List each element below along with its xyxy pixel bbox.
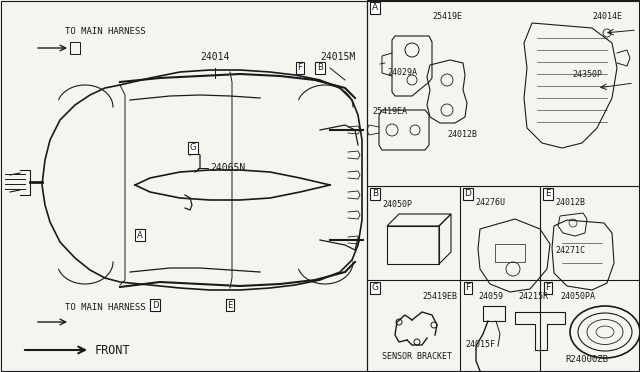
Text: B: B <box>372 189 378 199</box>
Text: SENSOR BRACKET: SENSOR BRACKET <box>382 352 452 361</box>
Text: B: B <box>317 64 323 73</box>
Text: 24350P: 24350P <box>572 70 602 79</box>
Text: 25419EB: 25419EB <box>422 292 457 301</box>
Bar <box>70 42 80 54</box>
Text: A: A <box>372 3 378 13</box>
Text: 24012B: 24012B <box>555 198 585 207</box>
Bar <box>387 226 439 264</box>
Text: D: D <box>465 189 472 199</box>
Text: 24059: 24059 <box>478 292 503 301</box>
Text: F: F <box>465 283 470 292</box>
Text: 24065N: 24065N <box>210 163 245 173</box>
Text: 24012B: 24012B <box>447 130 477 139</box>
Text: 24215R: 24215R <box>518 292 548 301</box>
Text: 25419E: 25419E <box>432 12 462 21</box>
Text: TO MAIN HARNESS: TO MAIN HARNESS <box>65 28 146 36</box>
Text: F: F <box>298 64 303 73</box>
Bar <box>483 306 505 321</box>
Text: TO MAIN HARNESS: TO MAIN HARNESS <box>65 304 146 312</box>
Bar <box>495 244 525 262</box>
Text: A: A <box>137 231 143 240</box>
Text: 24050PA: 24050PA <box>560 292 595 301</box>
Text: 24271C: 24271C <box>555 246 585 255</box>
Text: 24015M: 24015M <box>320 52 355 62</box>
Text: 24276U: 24276U <box>475 198 505 207</box>
Text: 24015F: 24015F <box>465 340 495 349</box>
Text: D: D <box>152 301 158 310</box>
Text: 25419EA: 25419EA <box>372 107 407 116</box>
Text: E: E <box>227 301 232 310</box>
Text: E: E <box>545 189 551 199</box>
Text: 24014E: 24014E <box>592 12 622 21</box>
Text: 24029A: 24029A <box>387 68 417 77</box>
Text: 24050P: 24050P <box>382 200 412 209</box>
Text: G: G <box>371 283 378 292</box>
Text: F: F <box>545 283 550 292</box>
Text: FRONT: FRONT <box>95 343 131 356</box>
Text: R24000ZB: R24000ZB <box>565 355 608 364</box>
Bar <box>367 0 640 372</box>
Text: G: G <box>189 144 196 153</box>
Text: 24014: 24014 <box>200 52 230 62</box>
